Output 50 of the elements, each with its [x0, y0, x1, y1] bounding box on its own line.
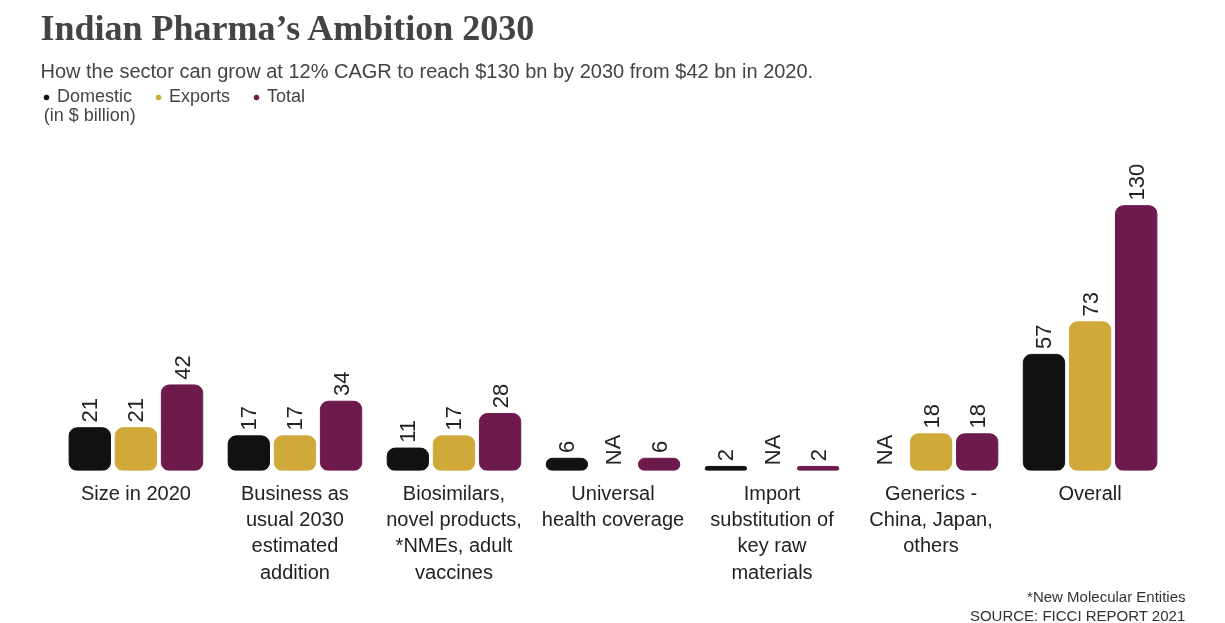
data-label: 28 [487, 383, 513, 409]
x-tick-label: Universal health coverage [541, 481, 685, 530]
data-label: 11 [395, 419, 421, 443]
data-label: 17 [236, 406, 262, 431]
legend-label: Total [267, 86, 306, 107]
text: NA [600, 434, 626, 466]
data-label: 17 [282, 406, 308, 431]
legend-label: Domestic [57, 86, 133, 107]
bar [68, 427, 111, 471]
data-label: 130 [1123, 163, 1149, 201]
data-label: 21 [123, 397, 149, 423]
x-tick-label: Biosimilars, novel products, *NMEs, adult vaccines [386, 481, 522, 583]
x-tick-label: Import substitution of key raw materials [710, 481, 835, 583]
data-label: 2 [713, 448, 739, 462]
bar [956, 433, 999, 471]
text: NA [872, 434, 898, 466]
y-axis-title: (in $ billion) [43, 105, 136, 126]
data-label: 18 [964, 404, 990, 429]
bar [909, 433, 953, 471]
x-tick-label: Generics - China, Japan, others [869, 481, 993, 557]
x-tick-label: Overall [1058, 481, 1122, 504]
bar [1068, 321, 1112, 471]
data-label: 18 [918, 404, 944, 429]
bar [1022, 353, 1066, 471]
data-label: 2 [805, 448, 831, 462]
bar [273, 435, 317, 471]
chart-title: Indian Pharma’s Ambition 2030 [40, 7, 535, 48]
bar [160, 384, 204, 471]
x-tick-label: Size in 2020 [80, 481, 191, 504]
data-label: 6 [646, 440, 672, 453]
data-label: 73 [1077, 292, 1103, 317]
bar [114, 427, 158, 471]
bar [478, 412, 522, 471]
text: *New Molecular Entities [1027, 587, 1186, 605]
bar [1115, 205, 1158, 471]
data-label: 34 [328, 371, 354, 396]
data-label: 42 [169, 355, 195, 380]
data-label: 6 [554, 440, 580, 453]
legend-label: Exports [169, 86, 231, 107]
source-note: SOURCE: FICCI REPORT 2021 [969, 606, 1186, 623]
bar [227, 435, 270, 471]
chart-subtitle: How the sector can grow at 12% CAGR to reach $130 bn by 2030 from $42 bn in 2020. [40, 59, 814, 82]
x-tick-label: Business as usual 2030 estimated addition [241, 481, 349, 583]
data-label: 21 [77, 397, 103, 423]
bar [386, 447, 430, 471]
data-label: 17 [441, 406, 467, 431]
bar [319, 400, 363, 471]
text: NA [759, 434, 785, 466]
bar [432, 435, 476, 471]
data-label: 57 [1031, 324, 1057, 350]
